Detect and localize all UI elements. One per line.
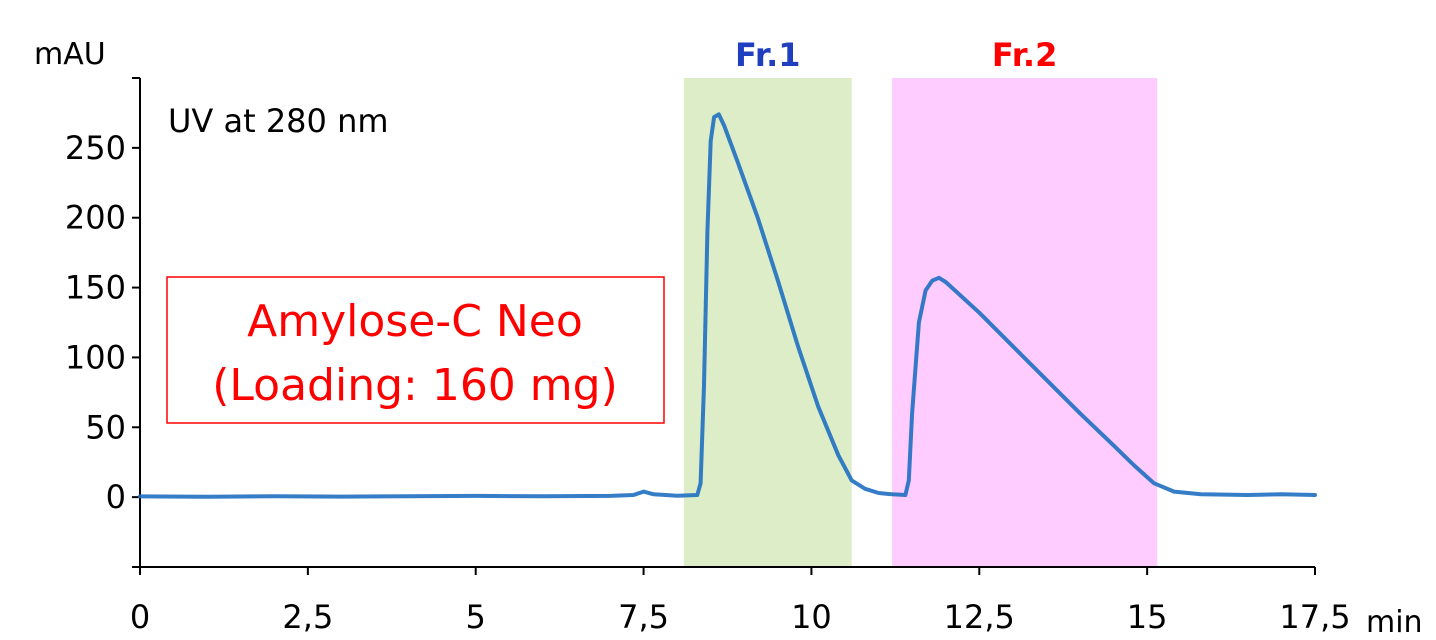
x-tick-label: 2,5	[282, 598, 333, 636]
x-tick-label: 0	[130, 598, 150, 636]
x-axis-unit-label: min	[1366, 605, 1423, 640]
chromatogram-trace-1	[138, 112, 1317, 499]
x-tick-label: 15	[1127, 598, 1168, 636]
y-axis-unit-label: mAU	[34, 37, 106, 72]
y-tick-label: 0	[106, 478, 126, 516]
y-tick-label: 150	[65, 269, 126, 307]
x-tick-label: 12,5	[944, 598, 1015, 636]
fraction-label-1: Fr.1	[735, 36, 800, 74]
sample-loading-label: (Loading: 160 mg)	[212, 360, 618, 411]
y-tick-label: 100	[65, 338, 126, 376]
chart-axes	[139, 78, 1315, 568]
detector-annotation: UV at 280 nm	[168, 102, 389, 140]
x-tick-label: 10	[791, 598, 832, 636]
x-tick-label: 5	[466, 598, 486, 636]
y-tick-label: 250	[65, 129, 126, 167]
fraction-bands: Fr.1 Fr.2	[683, 36, 1158, 567]
fraction-band-2	[892, 78, 1158, 567]
y-tick-label: 50	[85, 408, 126, 446]
x-tick-label: 7,5	[618, 598, 669, 636]
series-layer	[138, 112, 1317, 499]
x-tick-label: 17,5	[1279, 598, 1350, 636]
axis-ticks: 0 50 100 150 200 250 0 2,5 5 7,5 10 12,5 15 17,5	[65, 77, 1351, 636]
sample-annotation-box: Amylose-C Neo (Loading: 160 mg)	[166, 276, 665, 424]
sample-name-label: Amylose-C Neo	[247, 296, 583, 347]
fraction-label-2: Fr.2	[992, 36, 1057, 74]
sample-annotation-border	[166, 276, 665, 424]
y-tick-label: 200	[65, 199, 126, 237]
